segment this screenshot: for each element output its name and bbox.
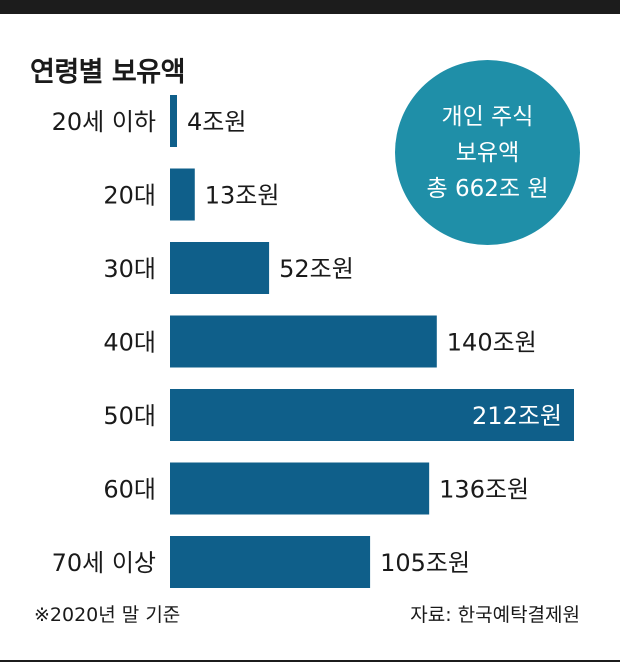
category-label-4: 50대 [103, 402, 156, 430]
badge-line-3: 총 662조 원 [426, 175, 549, 202]
bar-3 [170, 315, 437, 368]
source-note: 자료: 한국예탁결제원 [410, 604, 580, 626]
category-label-6: 70세 이상 [52, 549, 156, 577]
category-label-3: 40대 [103, 329, 156, 357]
category-label-0: 20세 이하 [52, 108, 156, 136]
value-label-4: 212조원 [472, 402, 562, 430]
bar-5 [170, 462, 430, 515]
bar-4 [170, 389, 574, 441]
bar-2 [170, 242, 270, 294]
category-label-2: 30대 [103, 255, 156, 283]
value-label-6: 105조원 [380, 549, 470, 577]
value-label-5: 136조원 [439, 476, 529, 504]
total-badge: 개인 주식 보유액 총 662조 원 [395, 60, 580, 245]
bar-1 [170, 168, 195, 221]
value-label-2: 52조원 [279, 255, 354, 283]
category-label-5: 60대 [103, 476, 156, 504]
chart-title: 연령별 보유액 [30, 57, 185, 88]
category-label-1: 20대 [103, 182, 156, 210]
bar-6 [170, 536, 371, 588]
top-rule [0, 0, 620, 14]
value-label-0: 4조원 [187, 108, 246, 136]
badge-line-1: 개인 주식 [441, 103, 534, 130]
badge-line-2: 보유액 [455, 139, 520, 166]
bottom-rule [0, 660, 620, 662]
footnote: ※2020년 말 기준 [34, 604, 181, 626]
bar-0 [170, 95, 177, 147]
value-label-1: 13조원 [205, 182, 280, 210]
value-label-3: 140조원 [447, 329, 537, 357]
